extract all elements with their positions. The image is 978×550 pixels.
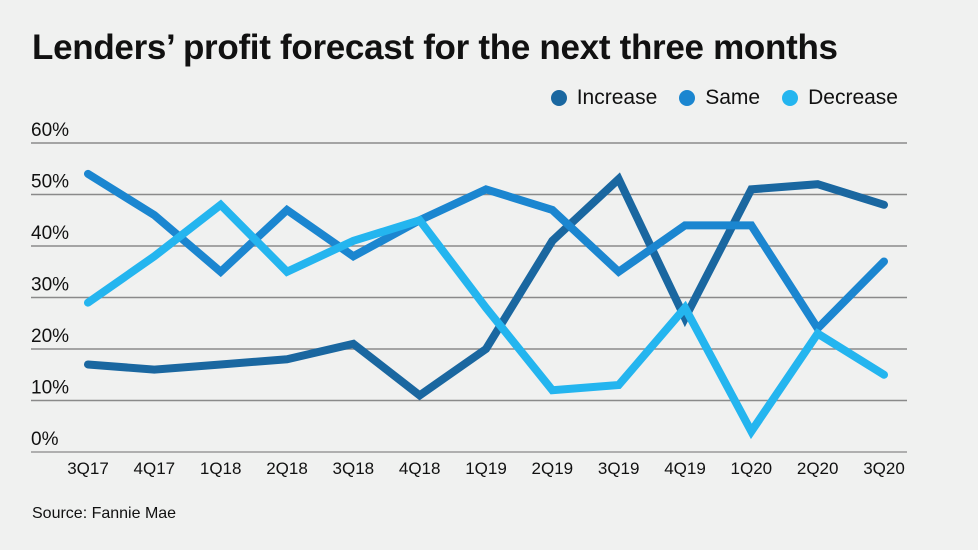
x-tick-label: 2Q20	[797, 459, 839, 478]
y-tick-label: 0%	[31, 429, 59, 450]
source-note: Source: Fannie Mae	[32, 505, 177, 522]
y-tick-label: 30%	[31, 275, 69, 296]
x-tick-label: 3Q19	[598, 459, 640, 478]
x-tick-label: 2Q19	[532, 459, 574, 478]
x-tick-label: 1Q18	[200, 459, 242, 478]
y-tick-label: 60%	[31, 120, 69, 141]
x-tick-label: 1Q19	[465, 459, 507, 478]
legend-swatch-increase	[550, 90, 567, 106]
x-tick-label: 4Q19	[664, 459, 706, 478]
y-tick-label: 20%	[31, 326, 69, 347]
y-tick-label: 10%	[31, 378, 69, 399]
legend-swatch-same	[679, 90, 696, 106]
legend-label: Same	[705, 86, 761, 109]
y-tick-label: 40%	[31, 223, 69, 244]
legend-label: Increase	[576, 86, 658, 109]
legend-item-decrease: Decrease	[782, 86, 898, 110]
x-tick-label: 4Q18	[399, 459, 441, 478]
legend-swatch-decrease	[782, 90, 799, 106]
legend: Increase Same Decrease	[550, 86, 898, 110]
x-tick-label: 4Q17	[134, 459, 176, 478]
chart-title: Lenders’ profit forecast for the next th…	[32, 28, 838, 67]
x-tick-label: 3Q20	[863, 459, 905, 478]
x-tick-label: 1Q20	[731, 459, 773, 478]
legend-item-same: Same	[679, 86, 760, 110]
x-tick-label: 3Q17	[67, 459, 109, 478]
x-tick-label: 2Q18	[266, 459, 308, 478]
x-tick-label: 3Q18	[333, 459, 375, 478]
y-tick-label: 50%	[31, 172, 69, 193]
legend-label: Decrease	[808, 86, 898, 109]
legend-item-increase: Increase	[550, 86, 658, 110]
